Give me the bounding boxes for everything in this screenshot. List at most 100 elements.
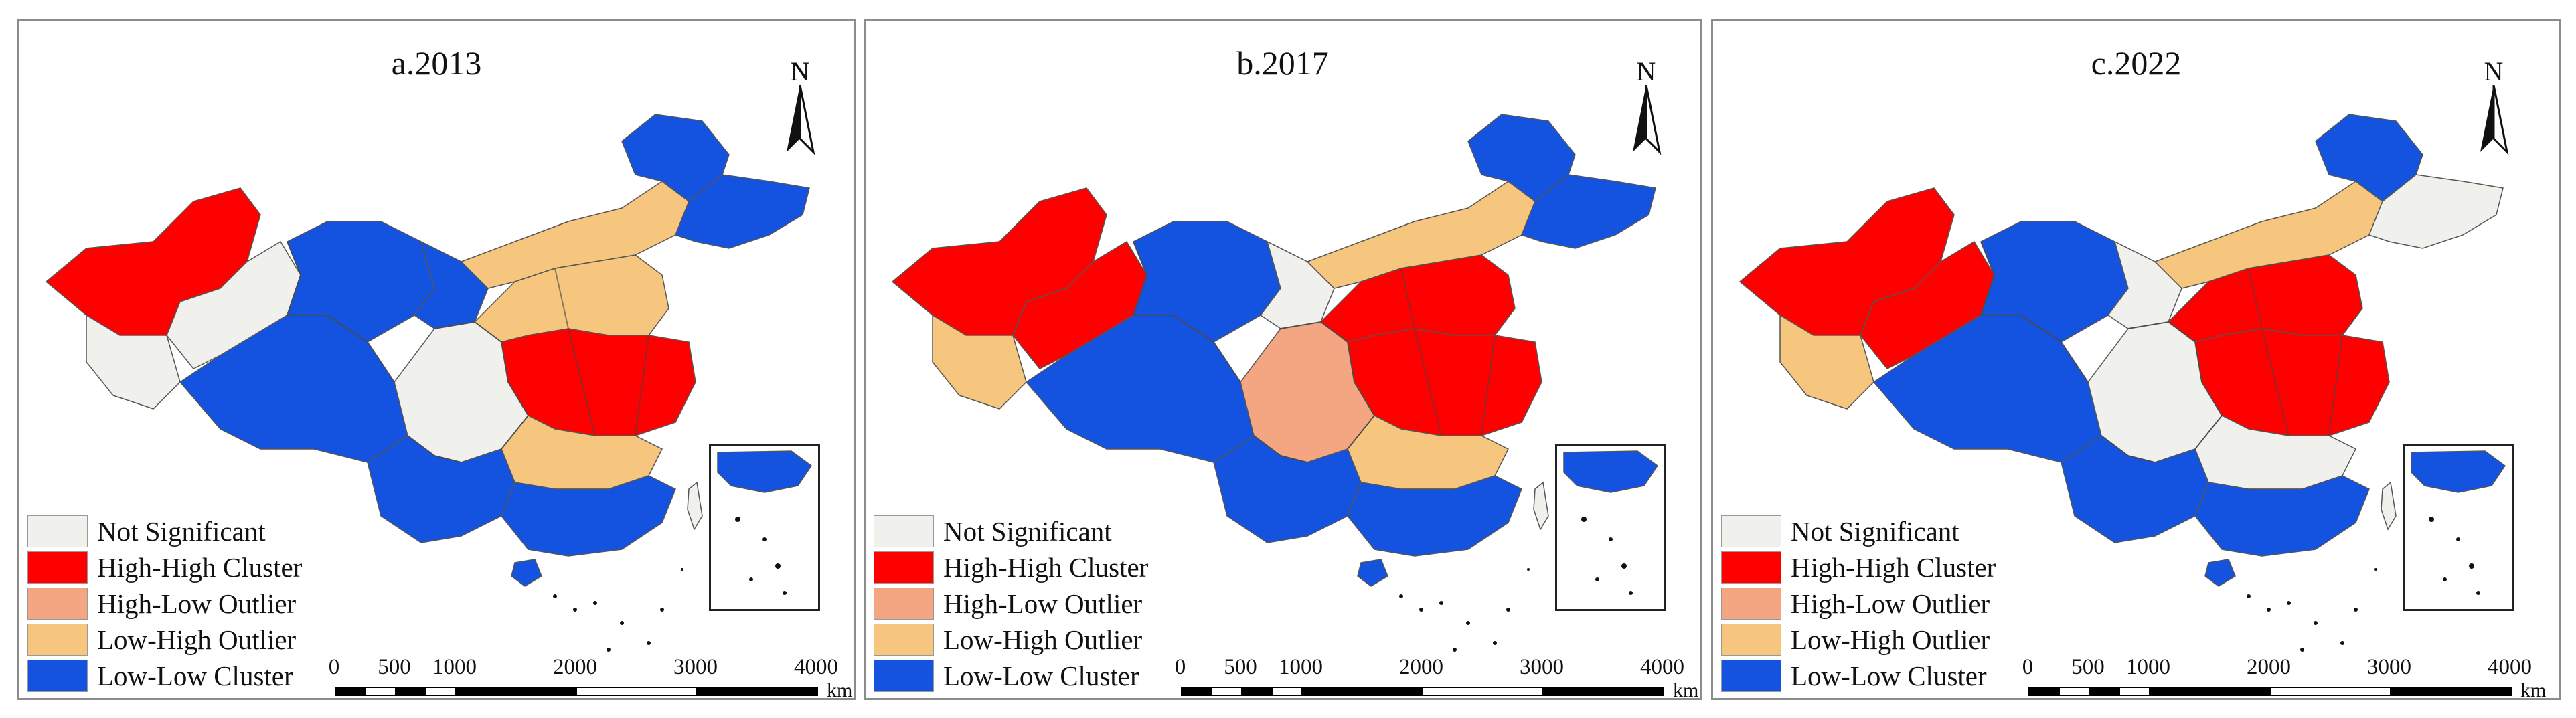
north-label: N [790,56,810,86]
map-region-ne2 [675,174,810,249]
scale-tick-label: 3000 [2367,655,2411,679]
scale-bar-graphic [2028,687,2512,696]
north-arrow-icon [1633,85,1662,155]
legend: Not Significant High-High Cluster High-Low… [1721,513,1996,694]
scale-tick-label: 1000 [2126,655,2170,679]
map-region-hn [511,559,542,587]
legend-swatch [874,515,934,547]
scale-bar: 0 500 1000 2000 3000 4000 km [2022,655,2547,698]
map-region-s2 [2411,450,2506,493]
legend-swatch [874,624,934,656]
legend-label: High-Low Outlier [97,588,297,619]
legend-item: Low-Low Cluster [1721,658,1996,694]
north-arrow: N [780,56,833,163]
north-arrow: N [1626,56,1680,163]
scale-bar: 0 500 1000 2000 3000 4000 km [329,655,853,698]
scale-unit: km [2520,679,2547,700]
scale-tick-label: 2000 [1399,655,1443,679]
scale-bar-graphic [335,687,818,696]
scale-tick-label: 2000 [553,655,597,679]
legend-swatch [874,660,934,692]
north-arrow: N [2474,56,2527,163]
legend-swatch [1721,624,1781,656]
map-area [45,114,810,652]
scale-tick-label: 0 [1174,655,1186,679]
legend-item: High-High Cluster [874,549,1148,586]
north-arrow-icon [2480,85,2509,155]
panel-title: a.2013 [391,44,482,82]
scale-tick-label: 4000 [794,655,838,679]
panel-title: b.2017 [1236,44,1329,82]
map-area [891,114,1656,652]
scale-tick-label: 500 [378,655,411,679]
legend-label: Low-Low Cluster [1791,660,1987,691]
map-region-s2 [1563,450,1659,493]
map-region-w2 [932,314,1027,410]
legend-item: Low-Low Cluster [27,658,302,694]
scale-unit: km [827,679,853,700]
legend-label: High-High Cluster [1791,552,1996,583]
inset-map [2411,450,2506,595]
legend-label: Low-Low Cluster [97,660,293,691]
legend-swatch [27,551,88,584]
map-region-s2 [1347,475,1522,557]
scale-tick-label: 2000 [2247,655,2291,679]
scale-tick-label: 0 [2022,655,2034,679]
north-label: N [2484,56,2504,86]
map-region-w2 [1779,314,1874,410]
legend-swatch [1721,515,1781,547]
legend-swatch [27,588,88,620]
legend-label: Low-High Outlier [97,624,297,655]
legend-item: High-Low Outlier [874,586,1148,622]
legend-item: Low-High Outlier [874,622,1148,658]
legend-label: Not Significant [1791,516,1959,547]
scale-tick-label: 500 [2071,655,2105,679]
legend-item: Low-Low Cluster [874,658,1148,694]
legend-item: Low-High Outlier [27,622,302,658]
north-label: N [1636,56,1656,86]
legend-item: Not Significant [874,513,1148,549]
south-china-sea-inset [2403,444,2514,611]
map-region-ne2 [1521,174,1656,249]
legend-item: Low-High Outlier [1721,622,1996,658]
map-panel-2017: b.2017 N Not Significant High-High Cluste… [864,19,1702,700]
legend-item: High-Low Outlier [1721,586,1996,622]
legend: Not Significant High-High Cluster High-Low… [874,513,1148,694]
legend-label: Low-Low Cluster [943,660,1139,691]
legend-swatch [874,588,934,620]
map-panel-2022: c.2022 N Not Significant High-High Cluste… [1711,19,2561,700]
north-arrow-icon [787,85,815,155]
scale-bar: 0 500 1000 2000 3000 4000 km [1175,655,1699,698]
map-region-tw [2381,481,2397,531]
map-region-w2 [86,314,181,410]
map-area [1739,114,2504,652]
scale-unit: km [1673,679,1699,700]
panel-title: c.2022 [2091,44,2182,82]
legend-item: Not Significant [27,513,302,549]
map-region-hn [1357,559,1388,587]
legend-item: High-High Cluster [27,549,302,586]
legend-swatch [27,624,88,656]
legend-item: High-High Cluster [1721,549,1996,586]
scale-tick-label: 4000 [1640,655,1684,679]
legend-label: High-Low Outlier [1791,588,1990,619]
scale-tick-label: 0 [328,655,340,679]
scale-tick-label: 500 [1224,655,1257,679]
scale-tick-label: 4000 [2488,655,2532,679]
legend-label: Low-High Outlier [943,624,1143,655]
legend-item: High-Low Outlier [27,586,302,622]
legend-swatch [27,515,88,547]
scale-tick-label: 3000 [673,655,718,679]
scale-tick-label: 3000 [1520,655,1564,679]
legend-swatch [1721,551,1781,584]
inset-map [1563,450,1659,595]
map-region-s2 [501,475,676,557]
scale-tick-label: 1000 [1279,655,1323,679]
south-china-sea-inset [709,444,820,611]
legend-label: Not Significant [97,516,266,547]
legend-swatch [1721,660,1781,692]
scale-bar-graphic [1181,687,1664,696]
legend-item: Not Significant [1721,513,1996,549]
legend-label: Low-High Outlier [1791,624,1990,655]
map-region-s2 [2194,475,2370,557]
